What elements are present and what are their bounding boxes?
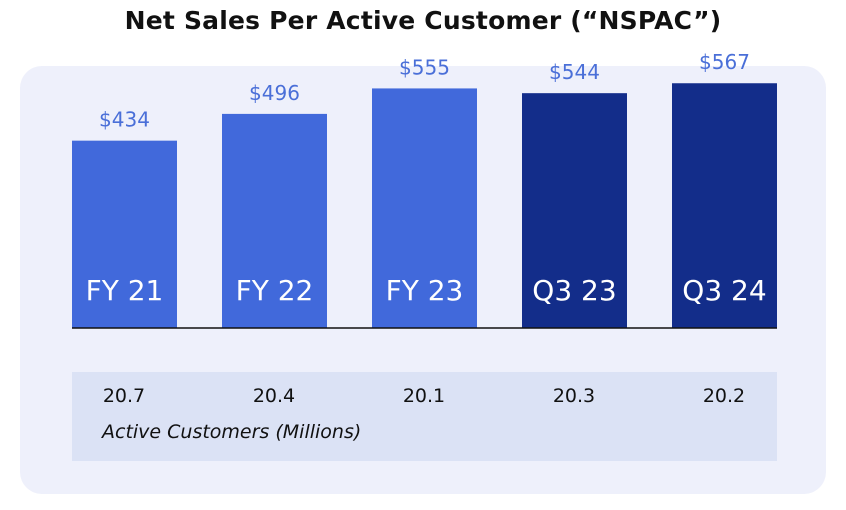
bar-q3-23 — [522, 93, 627, 328]
chart-title: Net Sales Per Active Customer (“NSPAC”) — [124, 6, 722, 35]
bar-category-label: Q3 23 — [532, 274, 616, 307]
bar-value-label: $496 — [249, 81, 300, 105]
active-customers-caption: Active Customers (Millions) — [102, 421, 362, 443]
bar-value-label: $567 — [699, 50, 750, 74]
bar-value-label: $544 — [549, 60, 600, 84]
bar-value-label: $555 — [399, 55, 450, 79]
bar-category-label: FY 22 — [236, 274, 314, 307]
bar-value-label: $434 — [99, 108, 150, 132]
active-customers-value: 20.4 — [252, 385, 296, 407]
bar-fy-21 — [72, 140, 177, 328]
active-customers-box — [72, 372, 777, 461]
bar-category-label: FY 23 — [386, 274, 464, 307]
active-customers-value: 20.1 — [402, 385, 446, 407]
bar-category-label: Q3 24 — [682, 274, 766, 307]
bar-q3-24 — [672, 83, 777, 329]
bar-fy-23 — [372, 88, 477, 328]
active-customers-value: 20.2 — [702, 385, 746, 407]
active-customers-value: 20.3 — [552, 385, 596, 407]
active-customers-value: 20.7 — [102, 385, 146, 407]
bar-category-label: FY 21 — [86, 274, 164, 307]
bar-fy-22 — [222, 113, 327, 328]
